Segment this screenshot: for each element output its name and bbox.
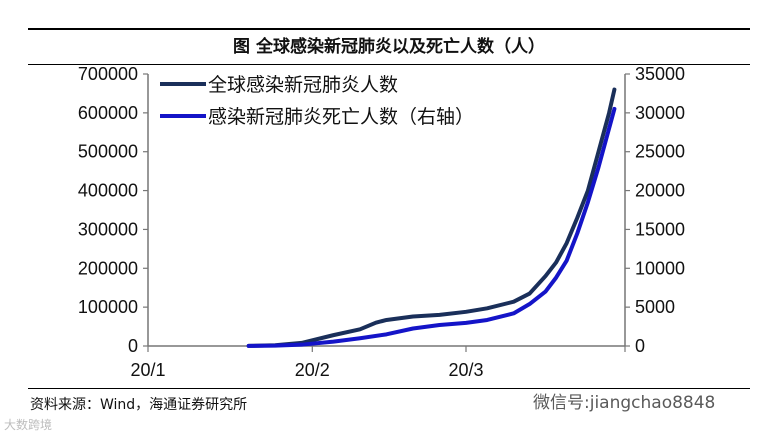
chart-title: 图 全球感染新冠肺炎以及死亡人数（人） [233, 37, 545, 57]
right-tick-label: 20000 [635, 181, 685, 201]
watermark-left: 大数跨境 [4, 418, 53, 432]
left-tick-label: 300000 [78, 219, 138, 239]
left-tick-label: 500000 [78, 142, 138, 162]
x-tick-label: 20/2 [295, 360, 330, 380]
right-tick-label: 15000 [635, 219, 685, 239]
left-tick-label: 600000 [78, 103, 138, 123]
source-note: 资料来源：Wind，海通证券研究所 [30, 397, 248, 413]
left-tick-label: 700000 [78, 64, 138, 84]
x-tick-label: 20/3 [448, 360, 483, 380]
left-tick-label: 0 [128, 336, 138, 356]
watermark-right: 微信号:jiangchao8848 [533, 393, 716, 413]
title-bar: 图 全球感染新冠肺炎以及死亡人数（人） [28, 28, 750, 65]
right-tick-label: 35000 [635, 64, 685, 84]
footer-rule [28, 388, 750, 389]
series-line-infections [246, 87, 617, 348]
right-tick-label: 5000 [635, 297, 675, 317]
left-tick-label: 400000 [78, 181, 138, 201]
right-tick-label: 10000 [635, 258, 685, 278]
right-tick-label: 0 [635, 336, 645, 356]
x-tick-label: 20/1 [130, 360, 165, 380]
legend-label: 感染新冠肺炎死亡人数（右轴） [208, 106, 474, 128]
series-line-deaths [246, 106, 617, 348]
right-tick-label: 25000 [635, 142, 685, 162]
left-tick-label: 100000 [78, 297, 138, 317]
left-tick-label: 200000 [78, 258, 138, 278]
legend-label: 全球感染新冠肺炎人数 [208, 74, 398, 96]
right-tick-label: 30000 [635, 103, 685, 123]
